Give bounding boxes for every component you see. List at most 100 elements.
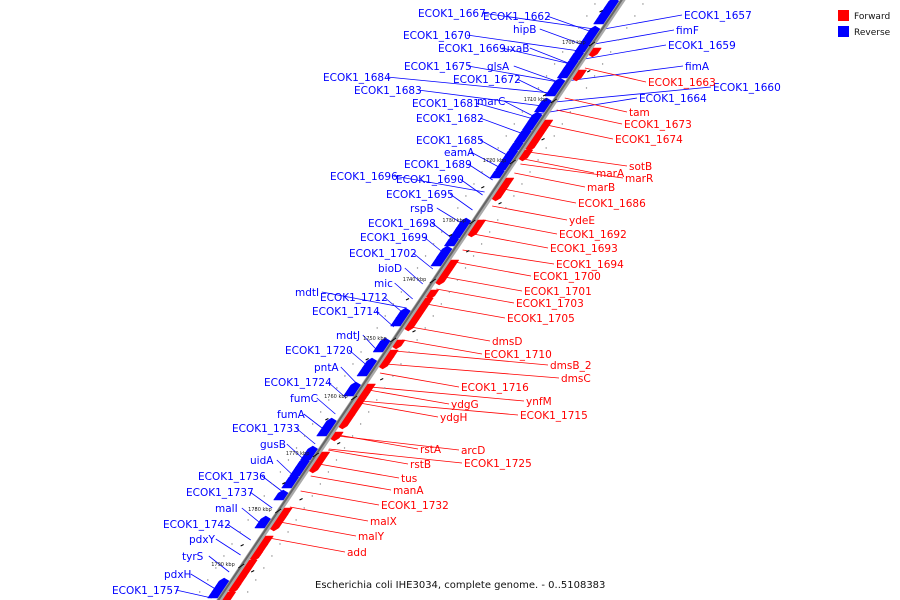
guide-dot xyxy=(593,75,596,77)
gene-label-ydgg: ydgG xyxy=(451,399,479,411)
feature-mark xyxy=(299,498,303,501)
gene-label-ecok1-1733: ECOK1_1733 xyxy=(232,423,300,435)
gene-label-biod: bioD xyxy=(378,263,402,275)
guide-dot xyxy=(537,159,539,161)
gene-label-ecok1-1720: ECOK1_1720 xyxy=(285,345,353,357)
feature-mark xyxy=(325,418,329,421)
gene-label-add: add xyxy=(347,547,367,559)
guide-dot xyxy=(416,267,419,269)
guide-dot xyxy=(480,243,483,245)
tick-label: 1770 kbp xyxy=(286,451,310,457)
tick-mark xyxy=(550,98,557,104)
guide-dot xyxy=(561,123,563,125)
guide-dot xyxy=(328,399,330,401)
feature-mark xyxy=(380,378,384,381)
guide-dot xyxy=(400,291,403,293)
guide-dot xyxy=(360,351,362,353)
feature-mark xyxy=(412,330,416,333)
leader-line xyxy=(503,188,577,204)
leader-line xyxy=(412,252,434,270)
gene-label-ecok1-1702: ECOK1_1702 xyxy=(349,248,417,260)
feature-mark xyxy=(336,442,341,445)
leader-line xyxy=(370,386,525,402)
reverse-gene-feature xyxy=(254,515,272,529)
guide-dot xyxy=(287,531,289,533)
gene-label-ydee: ydeE xyxy=(569,215,595,227)
gene-label-ecok1-1694: ECOK1_1694 xyxy=(556,259,624,271)
guide-dot xyxy=(376,327,378,329)
leader-line xyxy=(359,402,439,418)
guide-dot xyxy=(513,195,515,197)
guide-dot xyxy=(263,495,265,497)
guide-dot xyxy=(553,63,556,65)
leader-line xyxy=(423,236,444,254)
gene-label-mic: mic xyxy=(374,278,393,290)
reverse-gene-feature xyxy=(494,155,514,171)
guide-dot xyxy=(537,87,540,89)
guide-dot xyxy=(618,39,620,41)
leader-line xyxy=(268,537,346,553)
gene-label-marc: marC xyxy=(477,96,505,108)
gene-label-fuma: fumA xyxy=(277,409,306,421)
gene-label-ecok1-1712: ECOK1_1712 xyxy=(320,292,388,304)
feature-mark xyxy=(250,570,255,573)
guide-dot xyxy=(465,195,467,197)
gene-label-fima: fimA xyxy=(685,61,710,73)
guide-dot xyxy=(295,519,297,521)
tick-label: 1750 kbp xyxy=(363,336,387,342)
leader-line xyxy=(503,100,536,118)
gene-label-ecok1-1664: ECOK1_1664 xyxy=(639,93,707,105)
reverse-gene-feature xyxy=(273,489,289,501)
reverse-gene-feature xyxy=(289,463,307,477)
guide-dot xyxy=(441,231,443,233)
leader-line xyxy=(328,448,463,464)
guide-dot xyxy=(271,555,273,557)
reverse-gene-feature xyxy=(207,587,223,599)
gene-label-maly: malY xyxy=(358,531,385,543)
leader-line xyxy=(410,326,491,342)
guide-dot xyxy=(392,303,395,305)
leader-line xyxy=(582,29,675,47)
leader-line xyxy=(316,397,336,415)
leader-line xyxy=(431,222,454,240)
guide-dot xyxy=(327,471,330,473)
leader-line xyxy=(190,573,218,591)
leader-line xyxy=(462,249,555,265)
guide-dot xyxy=(513,123,515,125)
guide-dot xyxy=(586,15,588,17)
leader-line xyxy=(523,158,595,174)
guide-dot xyxy=(343,447,346,449)
gene-label-ecok1-1667: ECOK1_1667 xyxy=(418,8,486,20)
guide-dot xyxy=(601,63,604,65)
leader-line xyxy=(226,523,251,541)
guide-dot xyxy=(497,219,499,221)
leader-line xyxy=(544,86,712,104)
guide-dot xyxy=(585,87,588,89)
guide-dot xyxy=(545,147,547,149)
reverse-swatch xyxy=(838,26,849,37)
gene-label-ecok1-1700: ECOK1_1700 xyxy=(533,271,601,283)
label-leader-lines xyxy=(175,12,712,599)
guide-dot xyxy=(424,327,426,329)
gene-label-ecok1-1689: ECOK1_1689 xyxy=(404,159,472,171)
guide-dot xyxy=(247,519,249,521)
tick-mark xyxy=(237,563,245,569)
reverse-gene-feature xyxy=(299,445,319,461)
leader-line xyxy=(467,163,493,181)
leader-line xyxy=(375,310,395,328)
leader-line xyxy=(402,339,483,355)
leader-line xyxy=(513,65,559,83)
guide-dot xyxy=(521,183,523,185)
guide-dot xyxy=(400,363,402,365)
guide-dot xyxy=(570,39,572,41)
reverse-gene-feature xyxy=(443,235,460,247)
guide-dot xyxy=(247,591,249,593)
guide-dot xyxy=(344,375,346,377)
leader-line xyxy=(215,538,241,556)
gene-label-ydgh: ydgH xyxy=(440,412,467,424)
leader-line xyxy=(556,109,623,125)
gene-label-marb: marB xyxy=(587,182,615,194)
gene-label-gusb: gusB xyxy=(260,439,286,451)
guide-dot xyxy=(578,27,580,29)
feature-mark xyxy=(587,70,591,73)
